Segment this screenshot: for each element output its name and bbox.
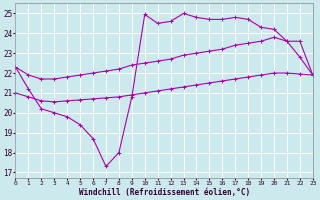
X-axis label: Windchill (Refroidissement éolien,°C): Windchill (Refroidissement éolien,°C) (79, 188, 250, 197)
